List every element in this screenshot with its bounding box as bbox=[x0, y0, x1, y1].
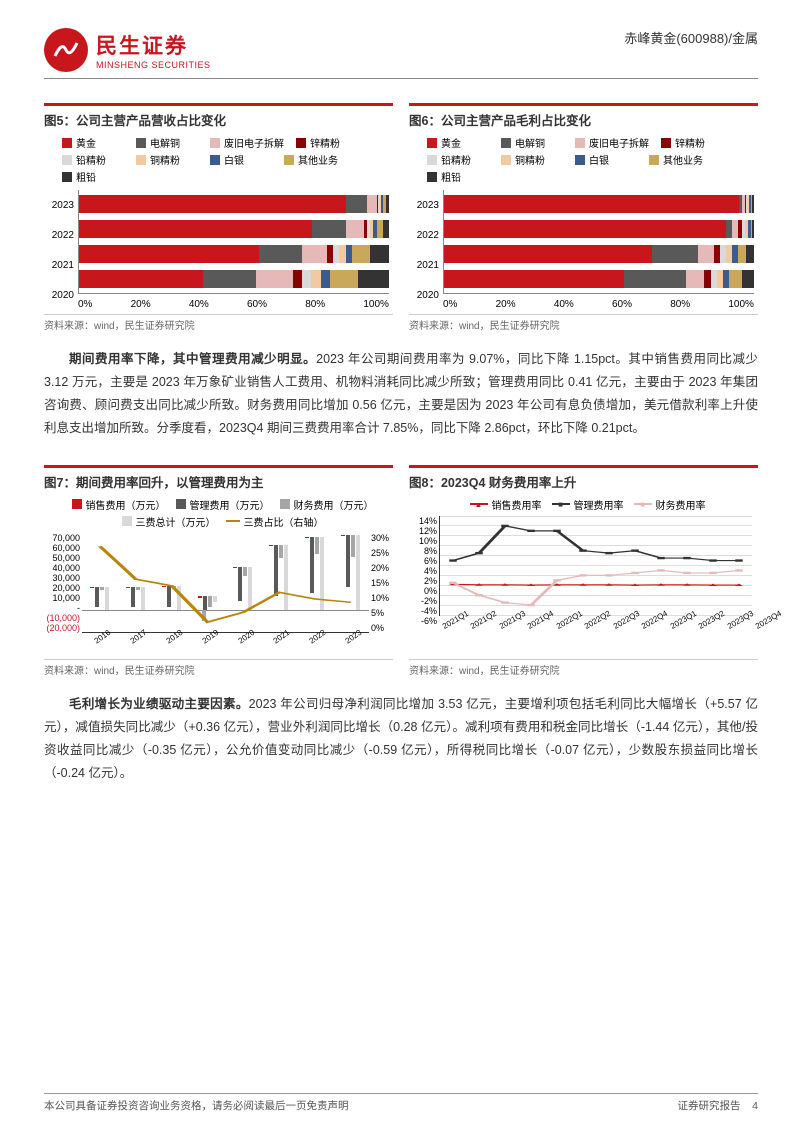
fig8-chart: ▲销售费用率■管理费用率■财务费用率 14%12%10%8%6%4%2%0%-2… bbox=[409, 495, 758, 655]
company-name-en: MINSHENG SECURITIES bbox=[96, 60, 211, 70]
disclaimer: 本公司具备证券投资咨询业务资格，请务必阅读最后一页免责声明 bbox=[44, 1098, 349, 1113]
paragraph-1: 期间费用率下降，其中管理费用减少明显。2023 年公司期间费用率为 9.07%，… bbox=[44, 348, 758, 441]
company-name-zh: 民生证券 bbox=[96, 30, 211, 60]
logo: 民生证券 MINSHENG SECURITIES bbox=[44, 28, 211, 72]
page-footer: 本公司具备证券投资咨询业务资格，请务必阅读最后一页免责声明 证券研究报告 4 bbox=[44, 1093, 758, 1113]
fig8-source: 资料来源：wind，民生证券研究院 bbox=[409, 659, 758, 677]
fig6-chart: 黄金电解铜废旧电子拆解锌精粉铅精粉铜精粉白银其他业务粗铅 20232022202… bbox=[409, 133, 758, 310]
fig6-title: 图6：公司主营产品毛利占比变化 bbox=[409, 103, 758, 129]
logo-icon bbox=[44, 28, 88, 72]
fig5-chart: 黄金电解铜废旧电子拆解锌精粉铅精粉铜精粉白银其他业务粗铅 20232022202… bbox=[44, 133, 393, 310]
page-header: 民生证券 MINSHENG SECURITIES 赤峰黄金(600988)/金属 bbox=[44, 28, 758, 79]
footer-right: 证券研究报告 4 bbox=[677, 1098, 758, 1113]
fig5-source: 资料来源：wind，民生证券研究院 bbox=[44, 314, 393, 332]
paragraph-2: 毛利增长为业绩驱动主要因素。2023 年公司归母净利润同比增加 3.53 亿元，… bbox=[44, 693, 758, 786]
fig7-title: 图7：期间费用率回升，以管理费用为主 bbox=[44, 465, 393, 491]
fig6-source: 资料来源：wind，民生证券研究院 bbox=[409, 314, 758, 332]
fig8-title: 图8：2023Q4 财务费用率上升 bbox=[409, 465, 758, 491]
ticker: 赤峰黄金(600988)/金属 bbox=[624, 28, 758, 47]
fig7-chart: 销售费用（万元）管理费用（万元）财务费用（万元）三费总计（万元）三费占比（右轴）… bbox=[44, 495, 393, 655]
fig7-source: 资料来源：wind，民生证券研究院 bbox=[44, 659, 393, 677]
fig5-title: 图5：公司主营产品营收占比变化 bbox=[44, 103, 393, 129]
